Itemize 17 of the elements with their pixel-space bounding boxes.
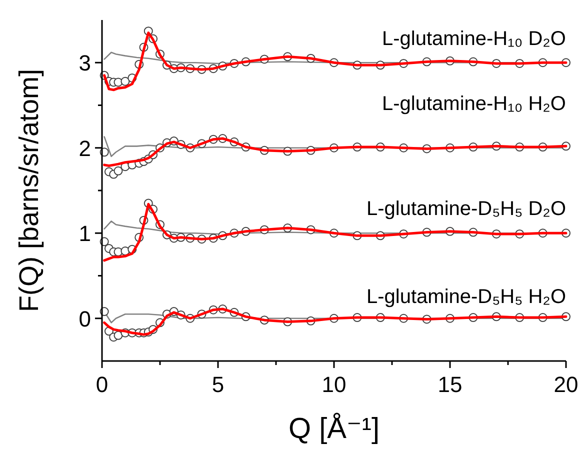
y-tick-label: 3 [78, 50, 91, 76]
point [120, 76, 130, 86]
y-axis-title: F(Q) [barns/sr/atom] [14, 68, 44, 312]
annotation: L-glutamine-H₁₀ H₂O [382, 93, 566, 115]
point [114, 166, 123, 176]
x-tick-label: 5 [212, 372, 224, 397]
y-tick-label: 1 [78, 221, 91, 246]
x-tick-label: 20 [554, 372, 578, 397]
x-tick-label: 15 [438, 372, 462, 397]
y-tick-label: 0 [78, 306, 91, 332]
annotation: L-glutamine-D₅H₅ H₂O [366, 286, 566, 308]
x-axis-title: Q [Å⁻¹] [288, 412, 380, 445]
x-tick-label: 10 [322, 372, 346, 397]
annotation: L-glutamine-H₁₀ D₂O [382, 28, 566, 50]
x-tick-label: 0 [96, 372, 108, 397]
annotation: L-glutamine-D₅H₅ D₂O [366, 198, 566, 220]
y-tick-label: 2 [78, 136, 91, 161]
